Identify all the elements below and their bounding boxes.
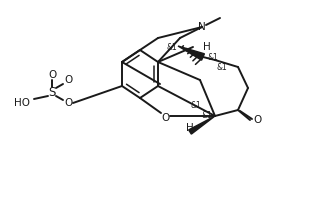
Text: N: N [198,22,206,32]
Text: &1: &1 [217,63,227,72]
Text: &1: &1 [202,110,212,119]
Text: O: O [161,113,169,123]
Text: &1: &1 [167,42,177,51]
Polygon shape [178,46,204,60]
Text: &1: &1 [191,101,202,110]
Text: &1: &1 [208,54,218,63]
Text: O: O [48,70,56,80]
Text: O: O [64,98,72,108]
Text: H: H [186,123,194,133]
Text: O: O [254,115,262,125]
Text: S: S [48,85,56,98]
Polygon shape [189,116,215,134]
Text: H: H [203,42,211,52]
Text: O: O [64,75,72,85]
Text: HO: HO [14,98,30,108]
